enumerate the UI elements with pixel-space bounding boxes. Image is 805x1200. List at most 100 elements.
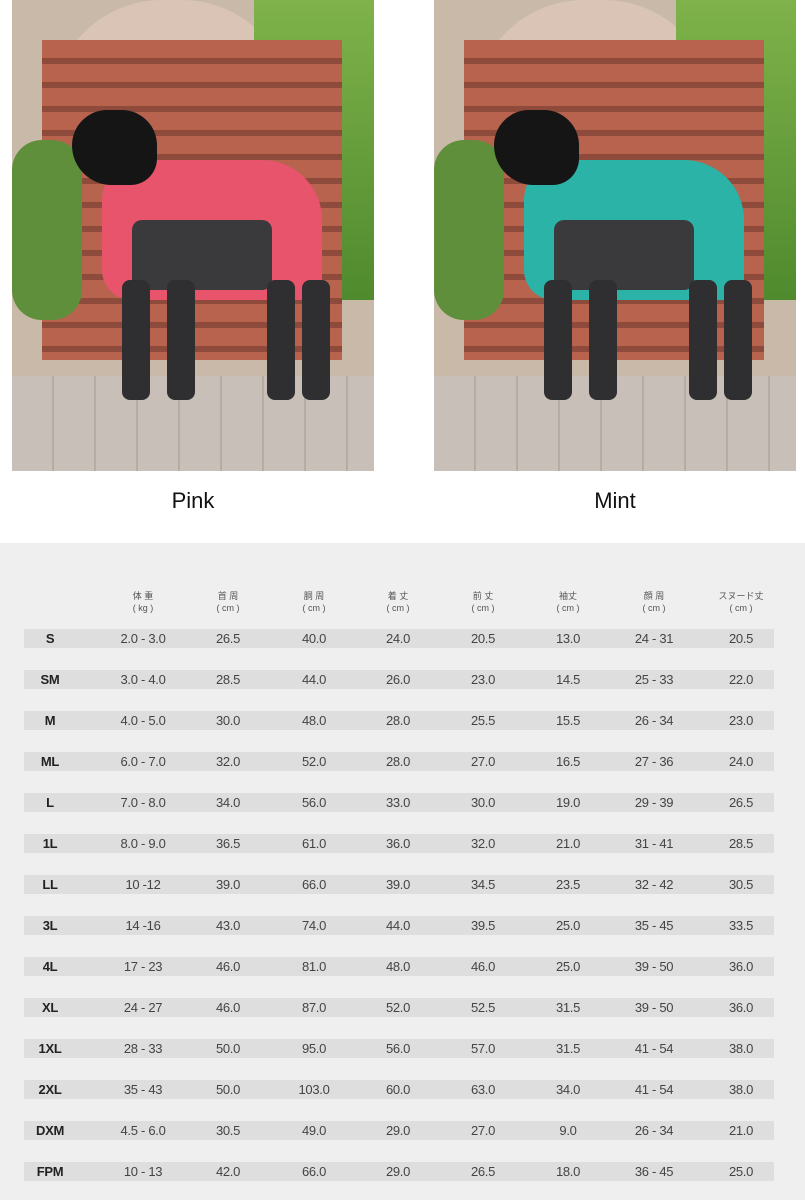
size-label: SM <box>40 672 60 687</box>
table-cell: 57.0 <box>470 1041 496 1056</box>
table-cell: 25.0 <box>555 959 581 974</box>
column-header-unit: ( kg ) <box>132 603 154 613</box>
table-cell: 16.5 <box>555 754 581 769</box>
table-row: 1XL 28 - 33 50.0 95.0 56.0 57.0 31.5 41 - 54 38.… <box>24 1039 774 1058</box>
table-cell: 27 - 36 <box>634 754 674 769</box>
table-cell: 44.0 <box>385 918 411 933</box>
column-header-name: 顔 周 <box>643 591 665 601</box>
table-cell: 28.0 <box>385 754 411 769</box>
table-cell: 41 - 54 <box>634 1082 674 1097</box>
column-header: 着 丈 ( cm ) <box>358 590 438 614</box>
table-cell: 20.5 <box>728 631 754 646</box>
table-cell: 95.0 <box>301 1041 327 1056</box>
table-cell: 36 - 45 <box>634 1164 674 1179</box>
table-cell: 22.0 <box>728 672 754 687</box>
table-cell: 25.5 <box>470 713 496 728</box>
table-cell: 87.0 <box>301 1000 327 1015</box>
table-cell: 18.0 <box>555 1164 581 1179</box>
column-header-name: 着 丈 <box>387 591 409 601</box>
column-header: 顔 周 ( cm ) <box>614 590 694 614</box>
table-cell: 46.0 <box>215 1000 241 1015</box>
table-cell: 32.0 <box>470 836 496 851</box>
table-cell: 25.0 <box>728 1164 754 1179</box>
table-cell: 33.5 <box>728 918 754 933</box>
column-header-name: 胴 周 <box>303 591 325 601</box>
size-label: S <box>45 631 55 646</box>
column-header: スヌード丈 ( cm ) <box>701 590 781 614</box>
table-cell: 23.0 <box>470 672 496 687</box>
table-row: 2XL 35 - 43 50.0 103.0 60.0 63.0 34.0 41 - 54 38… <box>24 1080 774 1099</box>
table-cell: 103.0 <box>298 1082 330 1097</box>
table-cell: 30.5 <box>728 877 754 892</box>
table-cell: 63.0 <box>470 1082 496 1097</box>
table-cell: 8.0 - 9.0 <box>120 836 166 851</box>
table-cell: 34.5 <box>470 877 496 892</box>
table-cell: 34.0 <box>555 1082 581 1097</box>
table-cell: 4.0 - 5.0 <box>120 713 166 728</box>
table-cell: 38.0 <box>728 1082 754 1097</box>
variant-label: Pink <box>171 488 215 513</box>
table-cell: 26.0 <box>385 672 411 687</box>
table-cell: 39.0 <box>215 877 241 892</box>
table-cell: 34.0 <box>215 795 241 810</box>
table-cell: 33.0 <box>385 795 411 810</box>
table-row: L 7.0 - 8.0 34.0 56.0 33.0 30.0 19.0 29 - 39 26.… <box>24 793 774 812</box>
table-cell: 31 - 41 <box>634 836 674 851</box>
table-cell: 36.5 <box>215 836 241 851</box>
column-header-unit: ( cm ) <box>386 603 410 613</box>
table-cell: 52.0 <box>385 1000 411 1015</box>
table-cell: 29.0 <box>385 1164 411 1179</box>
table-cell: 26.5 <box>215 631 241 646</box>
table-row: SM 3.0 - 4.0 28.5 44.0 26.0 23.0 14.5 25 - 33 22… <box>24 670 774 689</box>
table-row: 1L 8.0 - 9.0 36.5 61.0 36.0 32.0 21.0 31 - 41 28… <box>24 834 774 853</box>
size-label: 1L <box>42 836 58 851</box>
table-cell: 30.0 <box>470 795 496 810</box>
table-row: 4L 17 - 23 46.0 81.0 48.0 46.0 25.0 39 - 50 36.0 <box>24 957 774 976</box>
table-cell: 28.0 <box>385 713 411 728</box>
table-cell: 39 - 50 <box>634 1000 674 1015</box>
table-cell: 49.0 <box>301 1123 327 1138</box>
table-cell: 21.0 <box>555 836 581 851</box>
table-cell: 31.5 <box>555 1000 581 1015</box>
table-cell: 28.5 <box>728 836 754 851</box>
table-cell: 26.5 <box>470 1164 496 1179</box>
table-cell: 14 -16 <box>125 918 161 933</box>
column-header-name: 体 重 <box>132 591 154 601</box>
table-cell: 39.0 <box>385 877 411 892</box>
table-cell: 50.0 <box>215 1041 241 1056</box>
table-cell: 9.0 <box>559 1123 577 1138</box>
table-row: ML 6.0 - 7.0 32.0 52.0 28.0 27.0 16.5 27 - 36 24… <box>24 752 774 771</box>
size-label: L <box>46 795 54 810</box>
table-cell: 35 - 43 <box>123 1082 163 1097</box>
table-row: M 4.0 - 5.0 30.0 48.0 28.0 25.5 15.5 26 - 34 23.… <box>24 711 774 730</box>
table-cell: 61.0 <box>301 836 327 851</box>
table-cell: 39 - 50 <box>634 959 674 974</box>
table-cell: 66.0 <box>301 1164 327 1179</box>
table-cell: 46.0 <box>215 959 241 974</box>
table-cell: 46.0 <box>470 959 496 974</box>
column-header: 体 重 ( kg ) <box>103 590 183 614</box>
dog-in-coat <box>494 110 754 410</box>
table-cell: 14.5 <box>555 672 581 687</box>
column-header-unit: ( cm ) <box>471 603 495 613</box>
table-cell: 23.0 <box>728 713 754 728</box>
column-header-unit: ( cm ) <box>216 603 240 613</box>
table-row: DXM 4.5 - 6.0 30.5 49.0 29.0 27.0 9.0 26 - 34 21… <box>24 1121 774 1140</box>
table-cell: 42.0 <box>215 1164 241 1179</box>
size-label: FPM <box>36 1164 64 1179</box>
table-cell: 25.0 <box>555 918 581 933</box>
table-cell: 32.0 <box>215 754 241 769</box>
column-header-unit: ( cm ) <box>729 603 753 613</box>
dog-in-coat <box>72 110 332 410</box>
table-cell: 28.5 <box>215 672 241 687</box>
size-label: LL <box>42 877 58 892</box>
table-cell: 15.5 <box>555 713 581 728</box>
table-cell: 24.0 <box>385 631 411 646</box>
table-cell: 25 - 33 <box>634 672 674 687</box>
table-cell: 10 -12 <box>125 877 161 892</box>
table-cell: 74.0 <box>301 918 327 933</box>
table-cell: 30.5 <box>215 1123 241 1138</box>
table-cell: 26.5 <box>728 795 754 810</box>
size-label: M <box>44 713 56 728</box>
table-cell: 48.0 <box>301 713 327 728</box>
